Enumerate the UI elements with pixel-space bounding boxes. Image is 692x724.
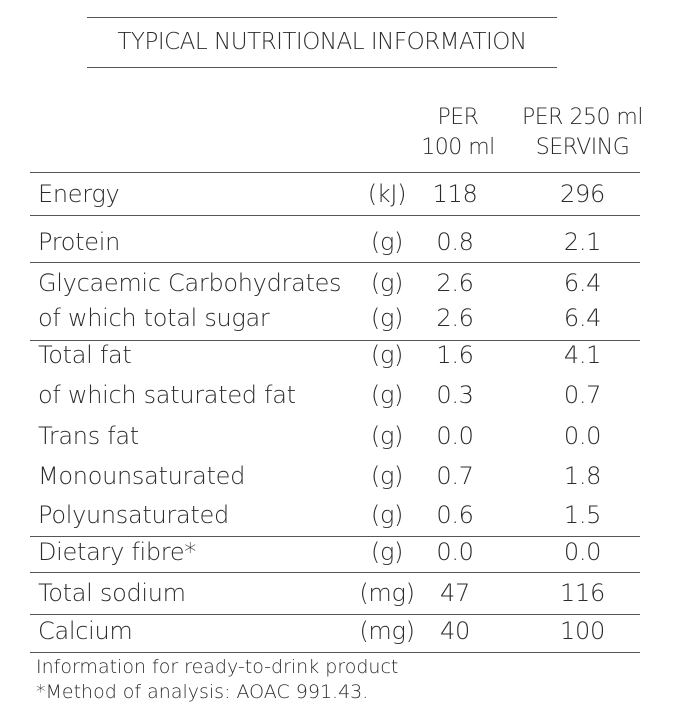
nutrient-label: Monounsaturated (38, 462, 246, 490)
nutrient-label: of which total sugar (38, 304, 270, 332)
per-100ml: 0.6 (436, 501, 474, 529)
per-serving: 296 (560, 180, 605, 208)
unit: (g) (370, 381, 404, 409)
nutrient-label: Calcium (38, 617, 133, 645)
nutrient-label: Total fat (38, 341, 132, 369)
per-100ml: 0.8 (436, 228, 474, 256)
per-serving: 0.0 (563, 538, 602, 566)
per-100ml: 0.7 (436, 462, 474, 490)
rule (30, 614, 640, 615)
per-100ml: 40 (440, 617, 470, 645)
unit: (g) (370, 341, 404, 369)
per-serving: 116 (560, 579, 605, 607)
header-line: 100 ml (421, 135, 495, 160)
per-100ml: 0.0 (436, 422, 474, 450)
per-serving: 1.8 (563, 462, 602, 490)
unit: (g) (370, 501, 404, 529)
nutrient-label: Dietary fibre* (38, 538, 196, 566)
unit: (mg) (359, 617, 415, 645)
unit: (kJ) (367, 180, 407, 208)
footnote: *Method of analysis: AOAC 991.43. (36, 681, 369, 703)
nutrient-label: of which saturated fat (38, 381, 296, 409)
unit: (g) (370, 538, 404, 566)
rule (87, 67, 557, 68)
rule (30, 652, 640, 653)
rule (30, 215, 640, 216)
rule (87, 17, 557, 18)
unit: (g) (370, 228, 404, 256)
header-line: PER (437, 105, 479, 130)
nutrient-label: Trans fat (38, 422, 139, 450)
per-serving: 4.1 (563, 341, 602, 369)
unit: (g) (370, 422, 404, 450)
header-line: SERVING (535, 135, 630, 160)
nutrient-label: Total sodium (38, 579, 186, 607)
nutrient-label: Protein (38, 228, 121, 256)
unit: (mg) (359, 579, 415, 607)
per-100ml: 1.6 (436, 341, 474, 369)
per-100ml: 0.3 (436, 381, 474, 409)
per-serving: 100 (560, 617, 605, 645)
per-serving: 2.1 (563, 228, 602, 256)
column-header: PER 100 ml (405, 103, 511, 163)
per-100ml: 2.6 (436, 304, 474, 332)
per-100ml: 118 (432, 180, 478, 208)
rule (30, 572, 640, 573)
unit: (g) (370, 304, 404, 332)
footnote: Information for ready-to-drink product (36, 656, 399, 678)
per-serving: 6.4 (563, 269, 602, 297)
title: TYPICAL NUTRITIONAL INFORMATION (117, 29, 527, 55)
per-serving: 6.4 (563, 304, 602, 332)
nutrient-label: Glycaemic Carbohydrates (38, 269, 342, 297)
nutrient-label: Polyunsaturated (38, 501, 229, 529)
per-serving: 0.0 (563, 422, 602, 450)
per-100ml: 47 (440, 579, 470, 607)
per-100ml: 0.0 (436, 538, 474, 566)
header-line: PER 250 ml (522, 105, 643, 130)
column-header: PER 250 ml SERVING (515, 103, 650, 163)
per-serving: 0.7 (563, 381, 602, 409)
per-serving: 1.5 (563, 501, 602, 529)
rule (30, 536, 640, 537)
unit: (g) (370, 269, 404, 297)
rule (30, 340, 640, 341)
nutrient-label: Energy (38, 180, 120, 208)
rule (30, 262, 640, 263)
per-100ml: 2.6 (436, 269, 474, 297)
unit: (g) (370, 462, 404, 490)
rule (30, 172, 640, 173)
